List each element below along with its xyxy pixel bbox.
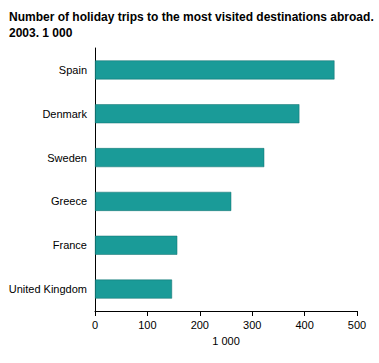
svg-text:Sweden: Sweden [47,152,87,164]
svg-text:100: 100 [138,319,156,331]
svg-text:500: 500 [348,319,366,331]
svg-text:United Kingdom: United Kingdom [9,283,87,295]
svg-text:France: France [53,239,87,251]
svg-text:300: 300 [243,319,261,331]
svg-text:200: 200 [191,319,209,331]
svg-text:400: 400 [295,319,313,331]
svg-text:Greece: Greece [51,195,87,207]
svg-text:Number of holiday trips to the: Number of holiday trips to the most visi… [9,10,377,24]
svg-text:1 000: 1 000 [212,335,240,347]
svg-text:0: 0 [92,319,98,331]
svg-text:2003. 1 000: 2003. 1 000 [9,26,73,40]
svg-text:Denmark: Denmark [42,108,87,120]
svg-text:Spain: Spain [59,64,87,76]
